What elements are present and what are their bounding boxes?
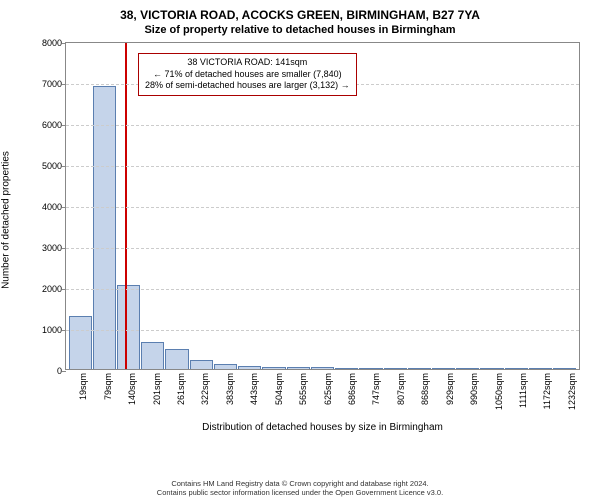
histogram-bar [384, 368, 407, 369]
histogram-bar [165, 349, 188, 370]
x-tick-label: 686sqm [347, 373, 357, 405]
chart-area: 38 VICTORIA ROAD: 141sqm ← 71% of detach… [65, 42, 580, 420]
histogram-bar [335, 368, 358, 369]
annotation-line1: 38 VICTORIA ROAD: 141sqm [145, 57, 350, 69]
footer-attribution: Contains HM Land Registry data © Crown c… [0, 479, 600, 497]
x-tick-label: 1050sqm [494, 373, 504, 410]
x-tick-label: 990sqm [469, 373, 479, 405]
chart-subtitle: Size of property relative to detached ho… [10, 24, 590, 36]
x-tick-label: 79sqm [103, 373, 113, 400]
y-tick-label: 0 [57, 366, 66, 376]
x-tick-label: 1172sqm [542, 373, 552, 409]
gridline [66, 248, 579, 249]
x-tick-label: 565sqm [298, 373, 308, 405]
y-tick-label: 7000 [42, 79, 66, 89]
histogram-bar [311, 367, 334, 369]
histogram-bar [93, 86, 116, 369]
x-tick-label: 504sqm [274, 373, 284, 405]
histogram-bar [529, 368, 552, 369]
x-tick-label: 625sqm [323, 373, 333, 405]
x-tick-label: 807sqm [396, 373, 406, 405]
x-tick-label: 383sqm [225, 373, 235, 405]
histogram-bar [553, 368, 576, 369]
x-axis-label: Distribution of detached houses by size … [55, 422, 590, 433]
y-tick-label: 4000 [42, 202, 66, 212]
y-tick-label: 1000 [42, 325, 66, 335]
x-tick-label: 261sqm [176, 373, 186, 405]
histogram-bar [359, 368, 382, 369]
annotation-line2: ← 71% of detached houses are smaller (7,… [145, 69, 350, 81]
x-tick-label: 19sqm [78, 373, 88, 400]
histogram-bar [262, 367, 285, 369]
x-tick-label: 140sqm [127, 373, 137, 405]
y-tick-label: 6000 [42, 120, 66, 130]
y-tick-label: 3000 [42, 243, 66, 253]
histogram-bar [214, 364, 237, 369]
x-tick-label: 1111sqm [518, 373, 528, 408]
gridline [66, 125, 579, 126]
histogram-bar [141, 342, 164, 369]
gridline [66, 207, 579, 208]
histogram-bar [190, 360, 213, 369]
y-tick-label: 2000 [42, 284, 66, 294]
x-tick-label: 747sqm [371, 373, 381, 405]
y-axis-label: Number of detached properties [1, 151, 12, 289]
chart-container: 38, VICTORIA ROAD, ACOCKS GREEN, BIRMING… [0, 0, 600, 500]
x-tick-label: 1232sqm [567, 373, 577, 410]
chart-title: 38, VICTORIA ROAD, ACOCKS GREEN, BIRMING… [10, 8, 590, 22]
gridline [66, 289, 579, 290]
x-tick-label: 322sqm [200, 373, 210, 405]
x-tick-label: 929sqm [445, 373, 455, 405]
histogram-bar [456, 368, 479, 369]
footer-line2: Contains public sector information licen… [0, 488, 600, 497]
y-tick-label: 5000 [42, 161, 66, 171]
annotation-box: 38 VICTORIA ROAD: 141sqm ← 71% of detach… [138, 53, 357, 96]
gridline [66, 166, 579, 167]
x-tick-label: 201sqm [152, 373, 162, 405]
histogram-bar [432, 368, 455, 369]
x-tick-label: 868sqm [420, 373, 430, 405]
annotation-line3: 28% of semi-detached houses are larger (… [145, 80, 350, 92]
y-tick-label: 8000 [42, 38, 66, 48]
property-marker-line [125, 43, 127, 369]
histogram-bar [117, 285, 140, 369]
histogram-bar [238, 366, 261, 369]
histogram-bar [69, 316, 92, 369]
gridline [66, 330, 579, 331]
histogram-bar [505, 368, 528, 369]
histogram-bar [408, 368, 431, 369]
histogram-bar [287, 367, 310, 369]
footer-line1: Contains HM Land Registry data © Crown c… [0, 479, 600, 488]
plot-area: 38 VICTORIA ROAD: 141sqm ← 71% of detach… [65, 42, 580, 370]
histogram-bar [480, 368, 503, 369]
x-tick-label: 443sqm [249, 373, 259, 405]
